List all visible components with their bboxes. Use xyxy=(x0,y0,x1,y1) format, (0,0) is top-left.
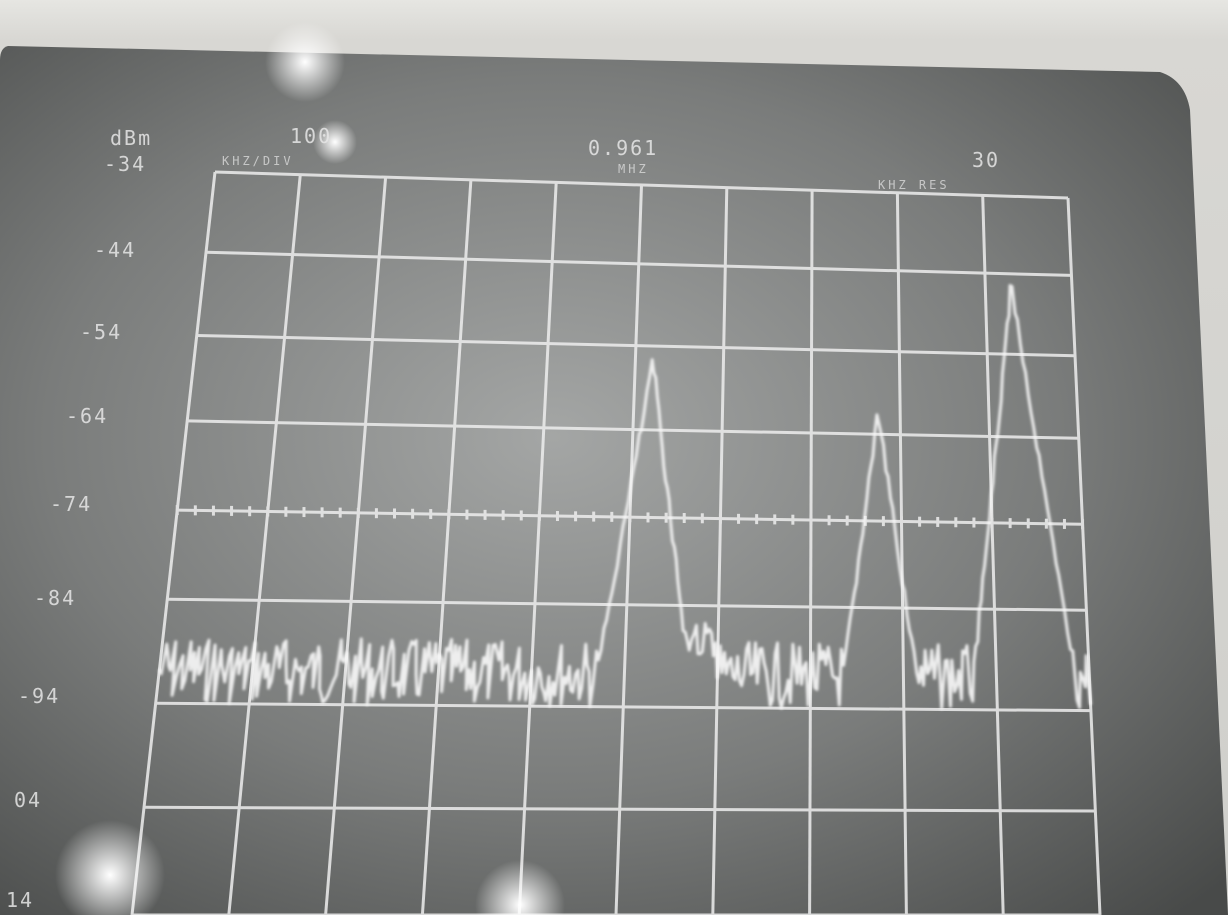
graticule-line xyxy=(895,192,908,915)
graticule-line xyxy=(420,179,473,915)
graticule-line xyxy=(614,184,643,915)
crt-face xyxy=(0,46,1228,915)
graticule-line xyxy=(167,597,1087,612)
resolution-unit-label: KHZ RES xyxy=(878,178,950,192)
y-tick-label: 04 xyxy=(14,788,43,812)
y-tick-label: -44 xyxy=(94,238,137,262)
graticule-line xyxy=(324,177,388,915)
unit-label: dBm xyxy=(110,126,153,150)
glare-spot xyxy=(475,860,565,915)
graticule-line xyxy=(227,174,302,915)
graticule-line xyxy=(144,805,1096,813)
graticule-line xyxy=(517,182,558,915)
graticule-line xyxy=(187,419,1079,440)
graticule-line xyxy=(196,333,1076,358)
glare-spot xyxy=(55,820,165,915)
graticule-line xyxy=(214,170,1069,200)
center-frequency-label: 0.961 xyxy=(588,136,659,160)
center-frequency-unit: MHZ xyxy=(618,162,649,176)
glare-spot xyxy=(265,22,345,102)
y-tick-label: -54 xyxy=(80,320,123,344)
graticule-line xyxy=(205,250,1072,277)
graticule-line xyxy=(1066,197,1102,915)
graticule-line xyxy=(130,171,217,915)
reference-level-label: -34 xyxy=(104,152,147,176)
graticule-line xyxy=(711,187,729,915)
glare-spot xyxy=(313,120,357,164)
graticule-line xyxy=(155,701,1091,713)
y-tick-label: -64 xyxy=(66,404,109,428)
resolution-value-label: 30 xyxy=(972,148,1001,172)
signal-trace xyxy=(158,284,1093,710)
y-tick-label: 14 xyxy=(6,888,35,912)
span-value-label: 100 xyxy=(290,124,333,148)
y-tick-label: -74 xyxy=(50,492,93,516)
trace-line xyxy=(158,284,1093,710)
graticule-grid xyxy=(130,170,1102,915)
graticule-line xyxy=(981,195,1005,915)
graticule-line xyxy=(808,190,814,915)
y-tick-label: -94 xyxy=(18,684,61,708)
span-unit-label: KHZ/DIV xyxy=(222,154,294,168)
y-tick-label: -84 xyxy=(34,586,77,610)
